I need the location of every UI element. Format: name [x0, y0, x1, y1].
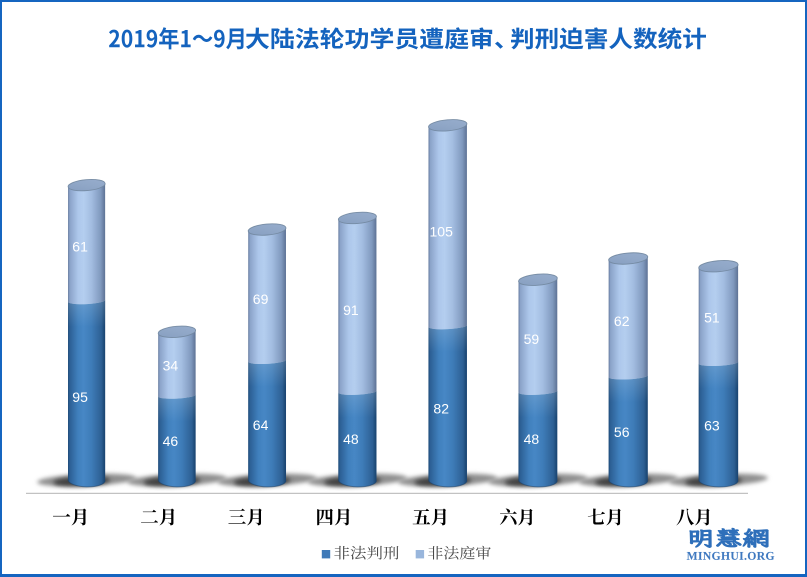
svg-text:34: 34: [163, 358, 179, 374]
svg-text:63: 63: [704, 418, 720, 434]
svg-text:46: 46: [163, 433, 179, 449]
svg-text:48: 48: [343, 431, 359, 447]
svg-text:51: 51: [704, 309, 720, 325]
svg-text:105: 105: [430, 223, 454, 239]
svg-text:59: 59: [524, 331, 540, 347]
svg-text:91: 91: [343, 302, 359, 318]
svg-text:64: 64: [253, 417, 269, 433]
svg-text:56: 56: [614, 424, 630, 440]
svg-text:61: 61: [72, 238, 88, 254]
svg-text:95: 95: [72, 389, 88, 405]
svg-text:48: 48: [524, 431, 540, 447]
svg-text:82: 82: [433, 401, 449, 417]
svg-text:62: 62: [614, 313, 630, 329]
svg-text:69: 69: [253, 291, 269, 307]
